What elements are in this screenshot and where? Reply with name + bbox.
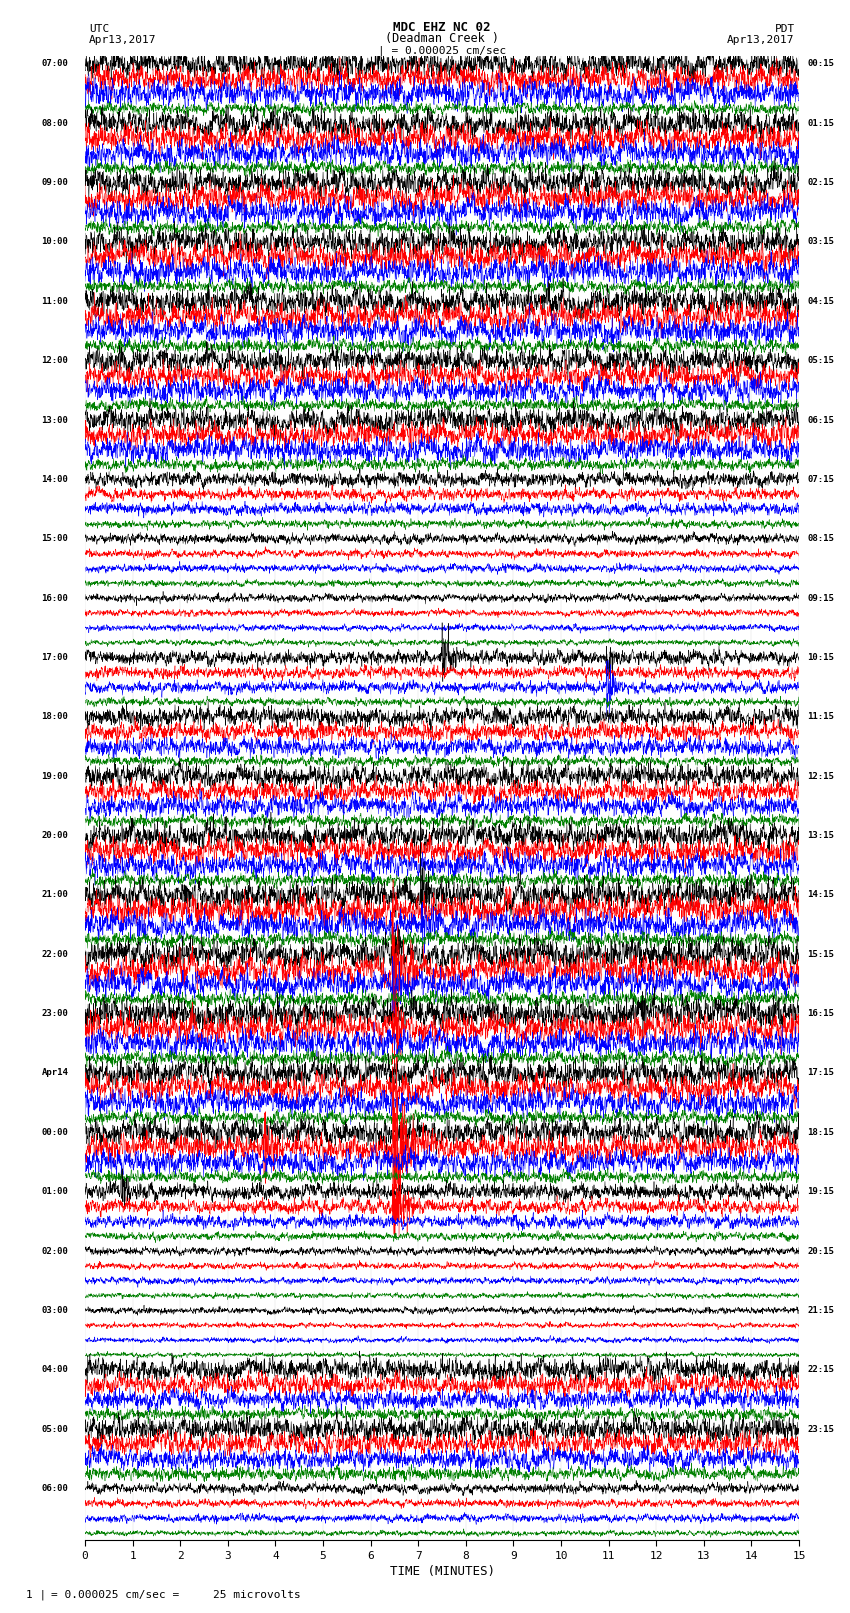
- Text: 10:15: 10:15: [808, 653, 835, 661]
- Text: 05:15: 05:15: [808, 356, 835, 365]
- Text: 15:00: 15:00: [42, 534, 68, 544]
- Text: = 0.000025 cm/sec =     25 microvolts: = 0.000025 cm/sec = 25 microvolts: [51, 1590, 301, 1600]
- Text: 17:15: 17:15: [808, 1068, 835, 1077]
- Text: 20:15: 20:15: [808, 1247, 835, 1255]
- Text: 09:15: 09:15: [808, 594, 835, 603]
- Text: 10:00: 10:00: [42, 237, 68, 247]
- Text: 01:15: 01:15: [808, 119, 835, 127]
- Text: MDC EHZ NC 02: MDC EHZ NC 02: [394, 21, 490, 34]
- Text: 21:00: 21:00: [42, 890, 68, 900]
- Text: 16:00: 16:00: [42, 594, 68, 603]
- Text: 12:15: 12:15: [808, 771, 835, 781]
- Text: 01:00: 01:00: [42, 1187, 68, 1197]
- Text: 18:00: 18:00: [42, 713, 68, 721]
- Text: 12:00: 12:00: [42, 356, 68, 365]
- Text: Apr13,2017: Apr13,2017: [89, 35, 156, 45]
- Text: 00:15: 00:15: [808, 60, 835, 68]
- Text: 21:15: 21:15: [808, 1307, 835, 1315]
- Text: 15:15: 15:15: [808, 950, 835, 958]
- Text: 13:15: 13:15: [808, 831, 835, 840]
- Text: 19:00: 19:00: [42, 771, 68, 781]
- Text: 05:00: 05:00: [42, 1424, 68, 1434]
- Text: 11:00: 11:00: [42, 297, 68, 306]
- Text: 08:15: 08:15: [808, 534, 835, 544]
- Text: 13:00: 13:00: [42, 416, 68, 424]
- Text: 14:00: 14:00: [42, 474, 68, 484]
- Text: 04:15: 04:15: [808, 297, 835, 306]
- Text: 23:00: 23:00: [42, 1010, 68, 1018]
- Text: 04:00: 04:00: [42, 1365, 68, 1374]
- Text: 22:00: 22:00: [42, 950, 68, 958]
- Text: 03:00: 03:00: [42, 1307, 68, 1315]
- Text: 22:15: 22:15: [808, 1365, 835, 1374]
- Text: Apr13,2017: Apr13,2017: [728, 35, 795, 45]
- Text: 06:15: 06:15: [808, 416, 835, 424]
- Text: 00:00: 00:00: [42, 1127, 68, 1137]
- X-axis label: TIME (MINUTES): TIME (MINUTES): [389, 1565, 495, 1578]
- Text: 18:15: 18:15: [808, 1127, 835, 1137]
- Text: 02:15: 02:15: [808, 177, 835, 187]
- Text: 09:00: 09:00: [42, 177, 68, 187]
- Text: 07:00: 07:00: [42, 60, 68, 68]
- Text: 02:00: 02:00: [42, 1247, 68, 1255]
- Text: | = 0.000025 cm/sec: | = 0.000025 cm/sec: [378, 45, 506, 56]
- Text: 23:15: 23:15: [808, 1424, 835, 1434]
- Text: 17:00: 17:00: [42, 653, 68, 661]
- Text: 1 |: 1 |: [26, 1589, 46, 1600]
- Text: 19:15: 19:15: [808, 1187, 835, 1197]
- Text: 14:15: 14:15: [808, 890, 835, 900]
- Text: 06:00: 06:00: [42, 1484, 68, 1494]
- Text: PDT: PDT: [774, 24, 795, 34]
- Text: 03:15: 03:15: [808, 237, 835, 247]
- Text: UTC: UTC: [89, 24, 110, 34]
- Text: 11:15: 11:15: [808, 713, 835, 721]
- Text: 08:00: 08:00: [42, 119, 68, 127]
- Text: 16:15: 16:15: [808, 1010, 835, 1018]
- Text: (Deadman Creek ): (Deadman Creek ): [385, 32, 499, 45]
- Text: 20:00: 20:00: [42, 831, 68, 840]
- Text: Apr14: Apr14: [42, 1068, 68, 1077]
- Text: 07:15: 07:15: [808, 474, 835, 484]
